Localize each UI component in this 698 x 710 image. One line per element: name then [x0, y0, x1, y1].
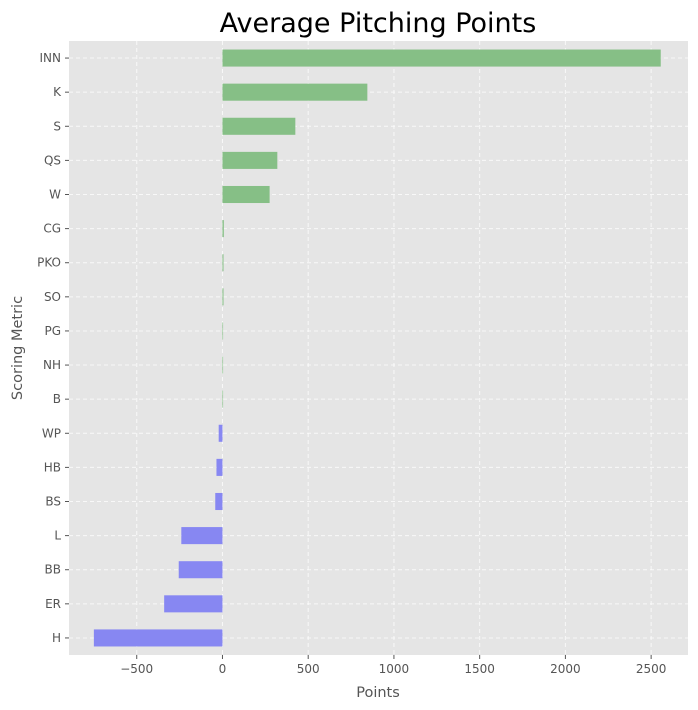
- y-axis-title: Scoring Metric: [10, 296, 26, 400]
- bar-wp: [219, 425, 223, 442]
- y-tick-label: CG: [43, 222, 61, 236]
- bar-cg: [222, 220, 223, 237]
- y-tick-label: H: [52, 631, 61, 645]
- y-tick-label: S: [53, 119, 61, 133]
- y-tick-label: PG: [44, 324, 61, 338]
- bar-bs: [215, 493, 222, 510]
- x-tick-labels: −500 0 500 1000 1500 2000 2500: [120, 655, 666, 676]
- y-tick-label: HB: [44, 460, 61, 474]
- bar-hb: [216, 459, 222, 476]
- x-tick-label: −500: [120, 662, 153, 676]
- bar-er: [164, 595, 222, 612]
- y-tick-label: BB: [45, 563, 61, 577]
- bar-k: [222, 84, 367, 101]
- x-tick-label: 0: [219, 662, 227, 676]
- bar-l: [181, 527, 222, 544]
- y-tick-label: PKO: [37, 256, 61, 270]
- y-tick-label: ER: [45, 597, 61, 611]
- bar-qs: [222, 152, 277, 169]
- y-tick-label: SO: [44, 290, 61, 304]
- y-tick-label: L: [54, 529, 61, 543]
- x-tick-label: 2000: [550, 662, 581, 676]
- y-tick-label: W: [49, 188, 61, 202]
- y-tick-label: WP: [42, 426, 61, 440]
- bar-h: [94, 629, 223, 646]
- chart-title: Average Pitching Points: [220, 8, 537, 39]
- bar-nh: [222, 357, 223, 374]
- y-tick-label: BS: [45, 495, 61, 509]
- y-tick-label: B: [53, 392, 61, 406]
- y-tick-label: INN: [40, 51, 62, 65]
- bar-inn: [222, 50, 660, 67]
- x-tick-label: 500: [297, 662, 320, 676]
- y-tick-label: NH: [43, 358, 61, 372]
- bar-bb: [179, 561, 223, 578]
- y-tick-labels: INN K S QS W CG PKO SO PG NH B WP HB BS L BB ER H: [37, 51, 69, 645]
- bar-w: [222, 186, 269, 203]
- plot-area: [69, 41, 688, 655]
- x-tick-label: 1000: [379, 662, 410, 676]
- bar-pg: [222, 322, 223, 339]
- x-axis-title: Points: [356, 685, 400, 701]
- bar-b: [222, 391, 223, 408]
- bar-so: [222, 288, 223, 305]
- x-tick-label: 2500: [636, 662, 667, 676]
- y-tick-label: K: [53, 85, 62, 99]
- bar-s: [222, 118, 295, 135]
- x-tick-label: 1500: [464, 662, 495, 676]
- bar-pko: [222, 254, 223, 271]
- y-tick-label: QS: [44, 153, 61, 167]
